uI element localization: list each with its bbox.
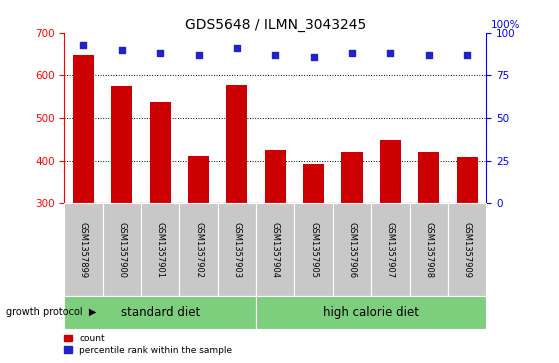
Text: GSM1357899: GSM1357899 — [79, 221, 88, 278]
Bar — [418, 152, 439, 203]
Text: GSM1357909: GSM1357909 — [463, 221, 472, 278]
Bar — [188, 155, 209, 203]
Point — [233, 45, 241, 51]
Text: high calorie diet: high calorie diet — [323, 306, 419, 319]
Text: GSM1357905: GSM1357905 — [309, 221, 318, 278]
Point — [309, 54, 318, 60]
Bar — [226, 85, 248, 203]
Point — [79, 42, 88, 48]
Point — [386, 50, 395, 56]
Bar — [265, 150, 286, 203]
Bar — [457, 157, 478, 203]
Point — [156, 50, 165, 56]
Text: GSM1357904: GSM1357904 — [271, 221, 280, 278]
Bar — [111, 86, 132, 203]
Legend: count, percentile rank within the sample: count, percentile rank within the sample — [60, 331, 236, 359]
Bar — [303, 164, 324, 203]
Point — [348, 50, 357, 56]
Text: GSM1357906: GSM1357906 — [348, 221, 357, 278]
Text: GSM1357907: GSM1357907 — [386, 221, 395, 278]
Text: standard diet: standard diet — [121, 306, 200, 319]
Point — [117, 47, 126, 53]
Text: growth protocol  ▶: growth protocol ▶ — [6, 307, 96, 317]
Bar — [150, 102, 170, 203]
Text: GSM1357900: GSM1357900 — [117, 221, 126, 278]
Text: GSM1357908: GSM1357908 — [424, 221, 433, 278]
Text: GSM1357903: GSM1357903 — [233, 221, 241, 278]
Text: GSM1357901: GSM1357901 — [156, 221, 165, 278]
Point — [463, 52, 472, 58]
Title: GDS5648 / ILMN_3043245: GDS5648 / ILMN_3043245 — [184, 18, 366, 32]
Point — [424, 52, 433, 58]
Point — [271, 52, 280, 58]
Text: 100%: 100% — [490, 20, 520, 30]
Bar — [73, 55, 94, 203]
Bar — [380, 140, 401, 203]
Text: GSM1357902: GSM1357902 — [194, 221, 203, 278]
Bar — [342, 152, 363, 203]
Point — [194, 52, 203, 58]
